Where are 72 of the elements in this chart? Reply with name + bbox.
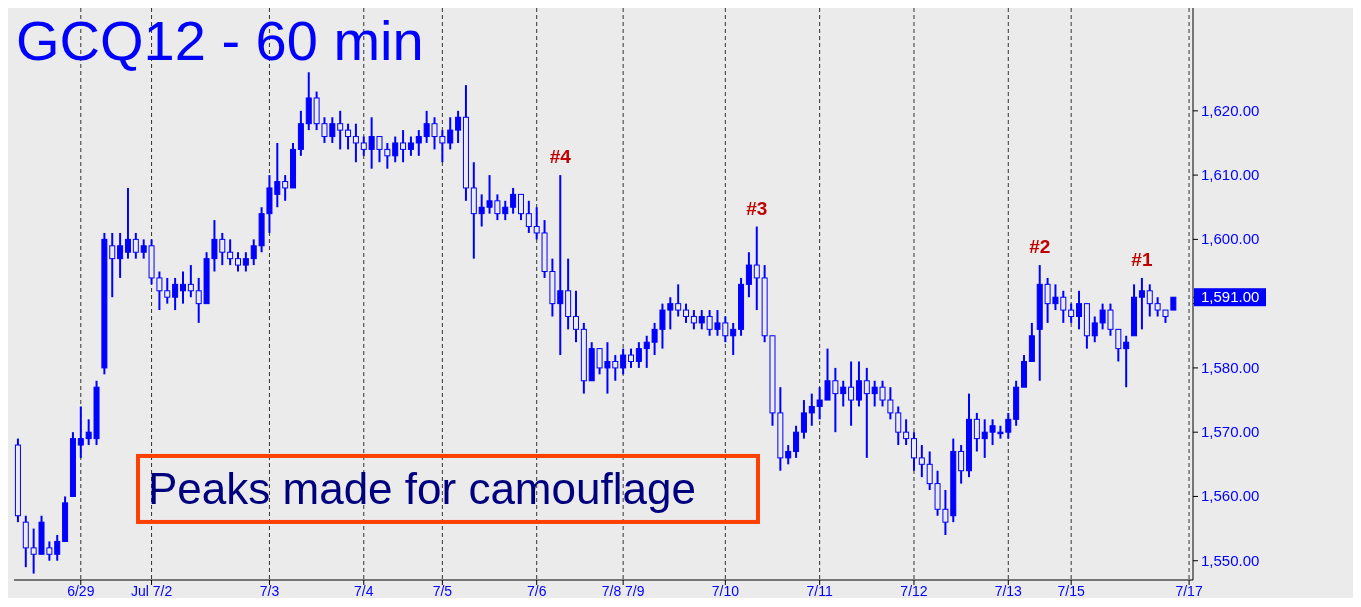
candlestick (683, 302, 690, 324)
candlestick (903, 418, 910, 447)
candlestick (973, 411, 980, 453)
candlestick (800, 399, 807, 440)
x-tick-label: 7/5 (432, 583, 453, 599)
candlestick (415, 129, 422, 157)
y-tick-label: 1,610.00 (1201, 166, 1260, 184)
candlestick (848, 360, 855, 427)
candlestick (517, 193, 524, 222)
candlestick (242, 251, 249, 273)
x-tick-label: 7/4 (354, 583, 374, 599)
x-tick-label: 7/10 (711, 583, 740, 599)
x-tick-label: 7/17 (1175, 583, 1203, 599)
annotation: Peaks made for camouflage (148, 463, 696, 513)
candlestick (863, 366, 870, 459)
candlestick (808, 392, 815, 427)
annotation: #4 (549, 146, 572, 168)
candlestick (77, 405, 84, 459)
annotation: #1 (1131, 248, 1153, 270)
x-tick-label: Jul 7/2 (130, 583, 173, 599)
candlestick (407, 135, 414, 157)
candlestick (793, 424, 800, 459)
candlestick (620, 347, 627, 376)
candlestick (227, 238, 234, 267)
candlestick (345, 122, 352, 151)
y-tick-label: 1,591.00 (1201, 288, 1260, 306)
candlestick (132, 231, 139, 260)
candlestick (187, 264, 194, 299)
y-tick-label: 1,550.00 (1201, 551, 1260, 569)
y-tick-label: 1,600.00 (1201, 230, 1260, 248)
y-tick-label: 1,580.00 (1201, 358, 1260, 376)
x-tick-label: 7/15 (1057, 583, 1086, 599)
candlestick (525, 199, 532, 234)
annotation: #2 (1029, 236, 1051, 258)
candlestick (635, 341, 642, 369)
candlestick (675, 283, 682, 318)
candlestick (690, 309, 697, 331)
candlestick (117, 231, 124, 279)
x-tick-label: 7/12 (900, 583, 928, 599)
y-tick-label: 1,570.00 (1201, 423, 1260, 441)
candlestick (1123, 334, 1130, 389)
candlestick (172, 276, 179, 312)
candlestick (400, 129, 407, 164)
x-tick-label: 7/6 (526, 583, 547, 599)
candlestick (510, 186, 517, 215)
candlestick (1138, 276, 1145, 331)
candlestick (628, 347, 635, 369)
candlestick (124, 186, 131, 260)
candlestick (455, 109, 462, 144)
candlestick (282, 174, 289, 202)
y-tick-label: 1,560.00 (1201, 487, 1260, 505)
x-tick-label: 7/8 7/9 (601, 583, 645, 599)
x-tick-label: 7/11 (806, 583, 833, 599)
annotation: #3 (746, 197, 768, 219)
candlestick (572, 289, 579, 344)
chart-title: GCQ12 - 60 min (16, 9, 424, 72)
y-tick-label: 1,620.00 (1201, 101, 1260, 119)
candlestick (235, 251, 242, 273)
candlestick (910, 431, 917, 472)
candlestick (1076, 289, 1083, 331)
candlestick (855, 360, 862, 408)
candlestick (730, 321, 737, 357)
x-tick-label: 7/3 (259, 583, 280, 599)
candlestick (918, 444, 925, 479)
x-tick-label: 7/13 (994, 583, 1023, 599)
candlestick (179, 270, 186, 305)
candlestick (1068, 302, 1075, 324)
candlestick (337, 109, 344, 151)
candlestick (745, 251, 752, 299)
x-tick-label: 6/29 (67, 583, 95, 599)
candlestick (958, 444, 965, 485)
candlestick (352, 122, 359, 164)
